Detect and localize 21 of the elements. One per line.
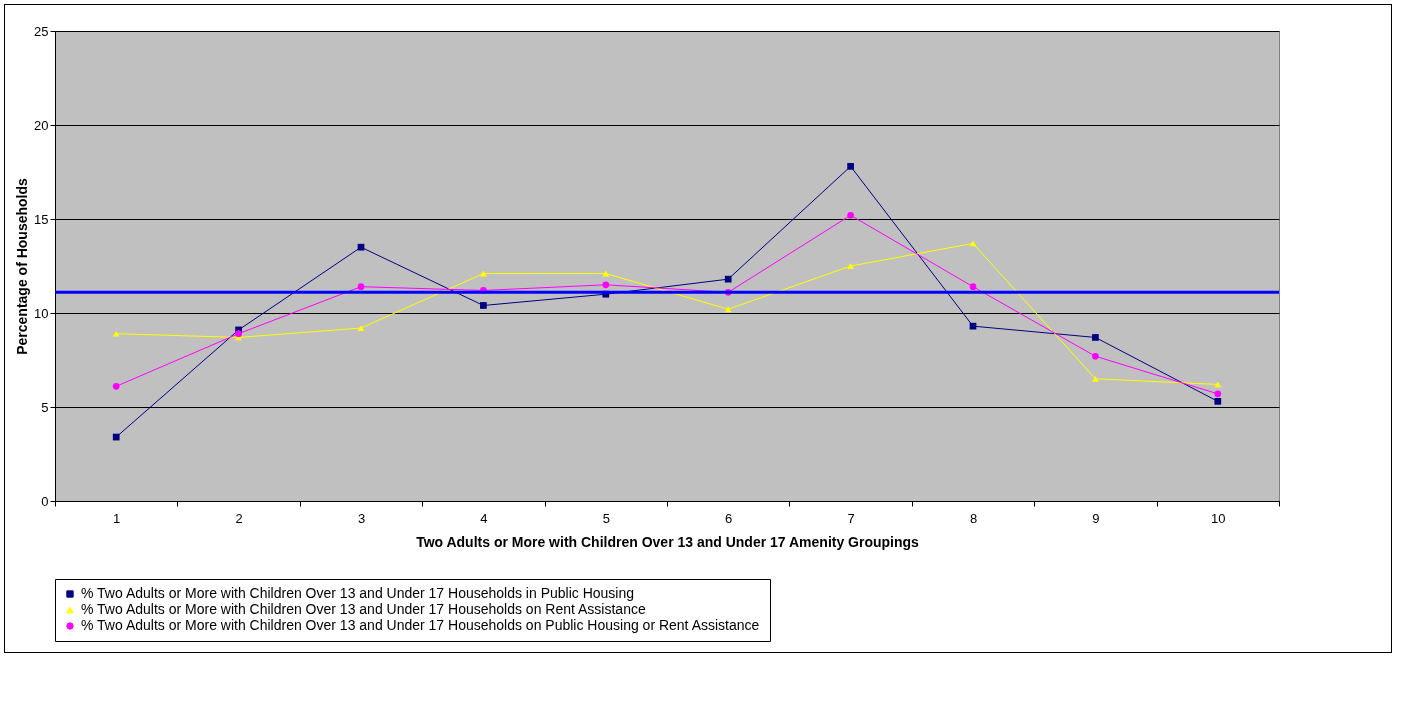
y-tick-label: 5 [41,399,49,415]
x-tick-label: 7 [847,510,855,526]
x-tick-label: 5 [602,510,610,526]
x-tick-label: 4 [480,510,488,526]
x-tick-label: 9 [1092,510,1100,526]
x-tick-label: 6 [725,510,733,526]
y-tick-label: 20 [34,117,49,133]
y-axis-title: Percentage of Households [14,177,31,355]
x-axis-title: Two Adults or More with Children Over 13 and Under 17 Amenity Groupings [416,533,920,550]
legend-label: % Two Adults or More with Children Over 13 and Under 17 Households on Rent Assistance [81,601,646,617]
x-tick-label: 3 [357,510,366,526]
y-tick-label: 25 [34,23,49,39]
y-tick-label: 15 [34,211,49,227]
legend-label: % Two Adults or More with Children Over 13 and Under 17 Households on Public Housing or Rent Assistance [81,617,760,633]
x-tick-label: 1 [113,510,121,526]
y-tick-label: 10 [34,305,49,321]
x-tick-label: 8 [969,510,978,526]
legend-label: % Two Adults or More with Children Over 13 and Under 17 Households in Public Housing [81,585,635,601]
x-tick-label: 10 [1211,510,1226,526]
x-tick-label: 2 [235,510,243,526]
y-tick-label: 0 [41,493,49,509]
